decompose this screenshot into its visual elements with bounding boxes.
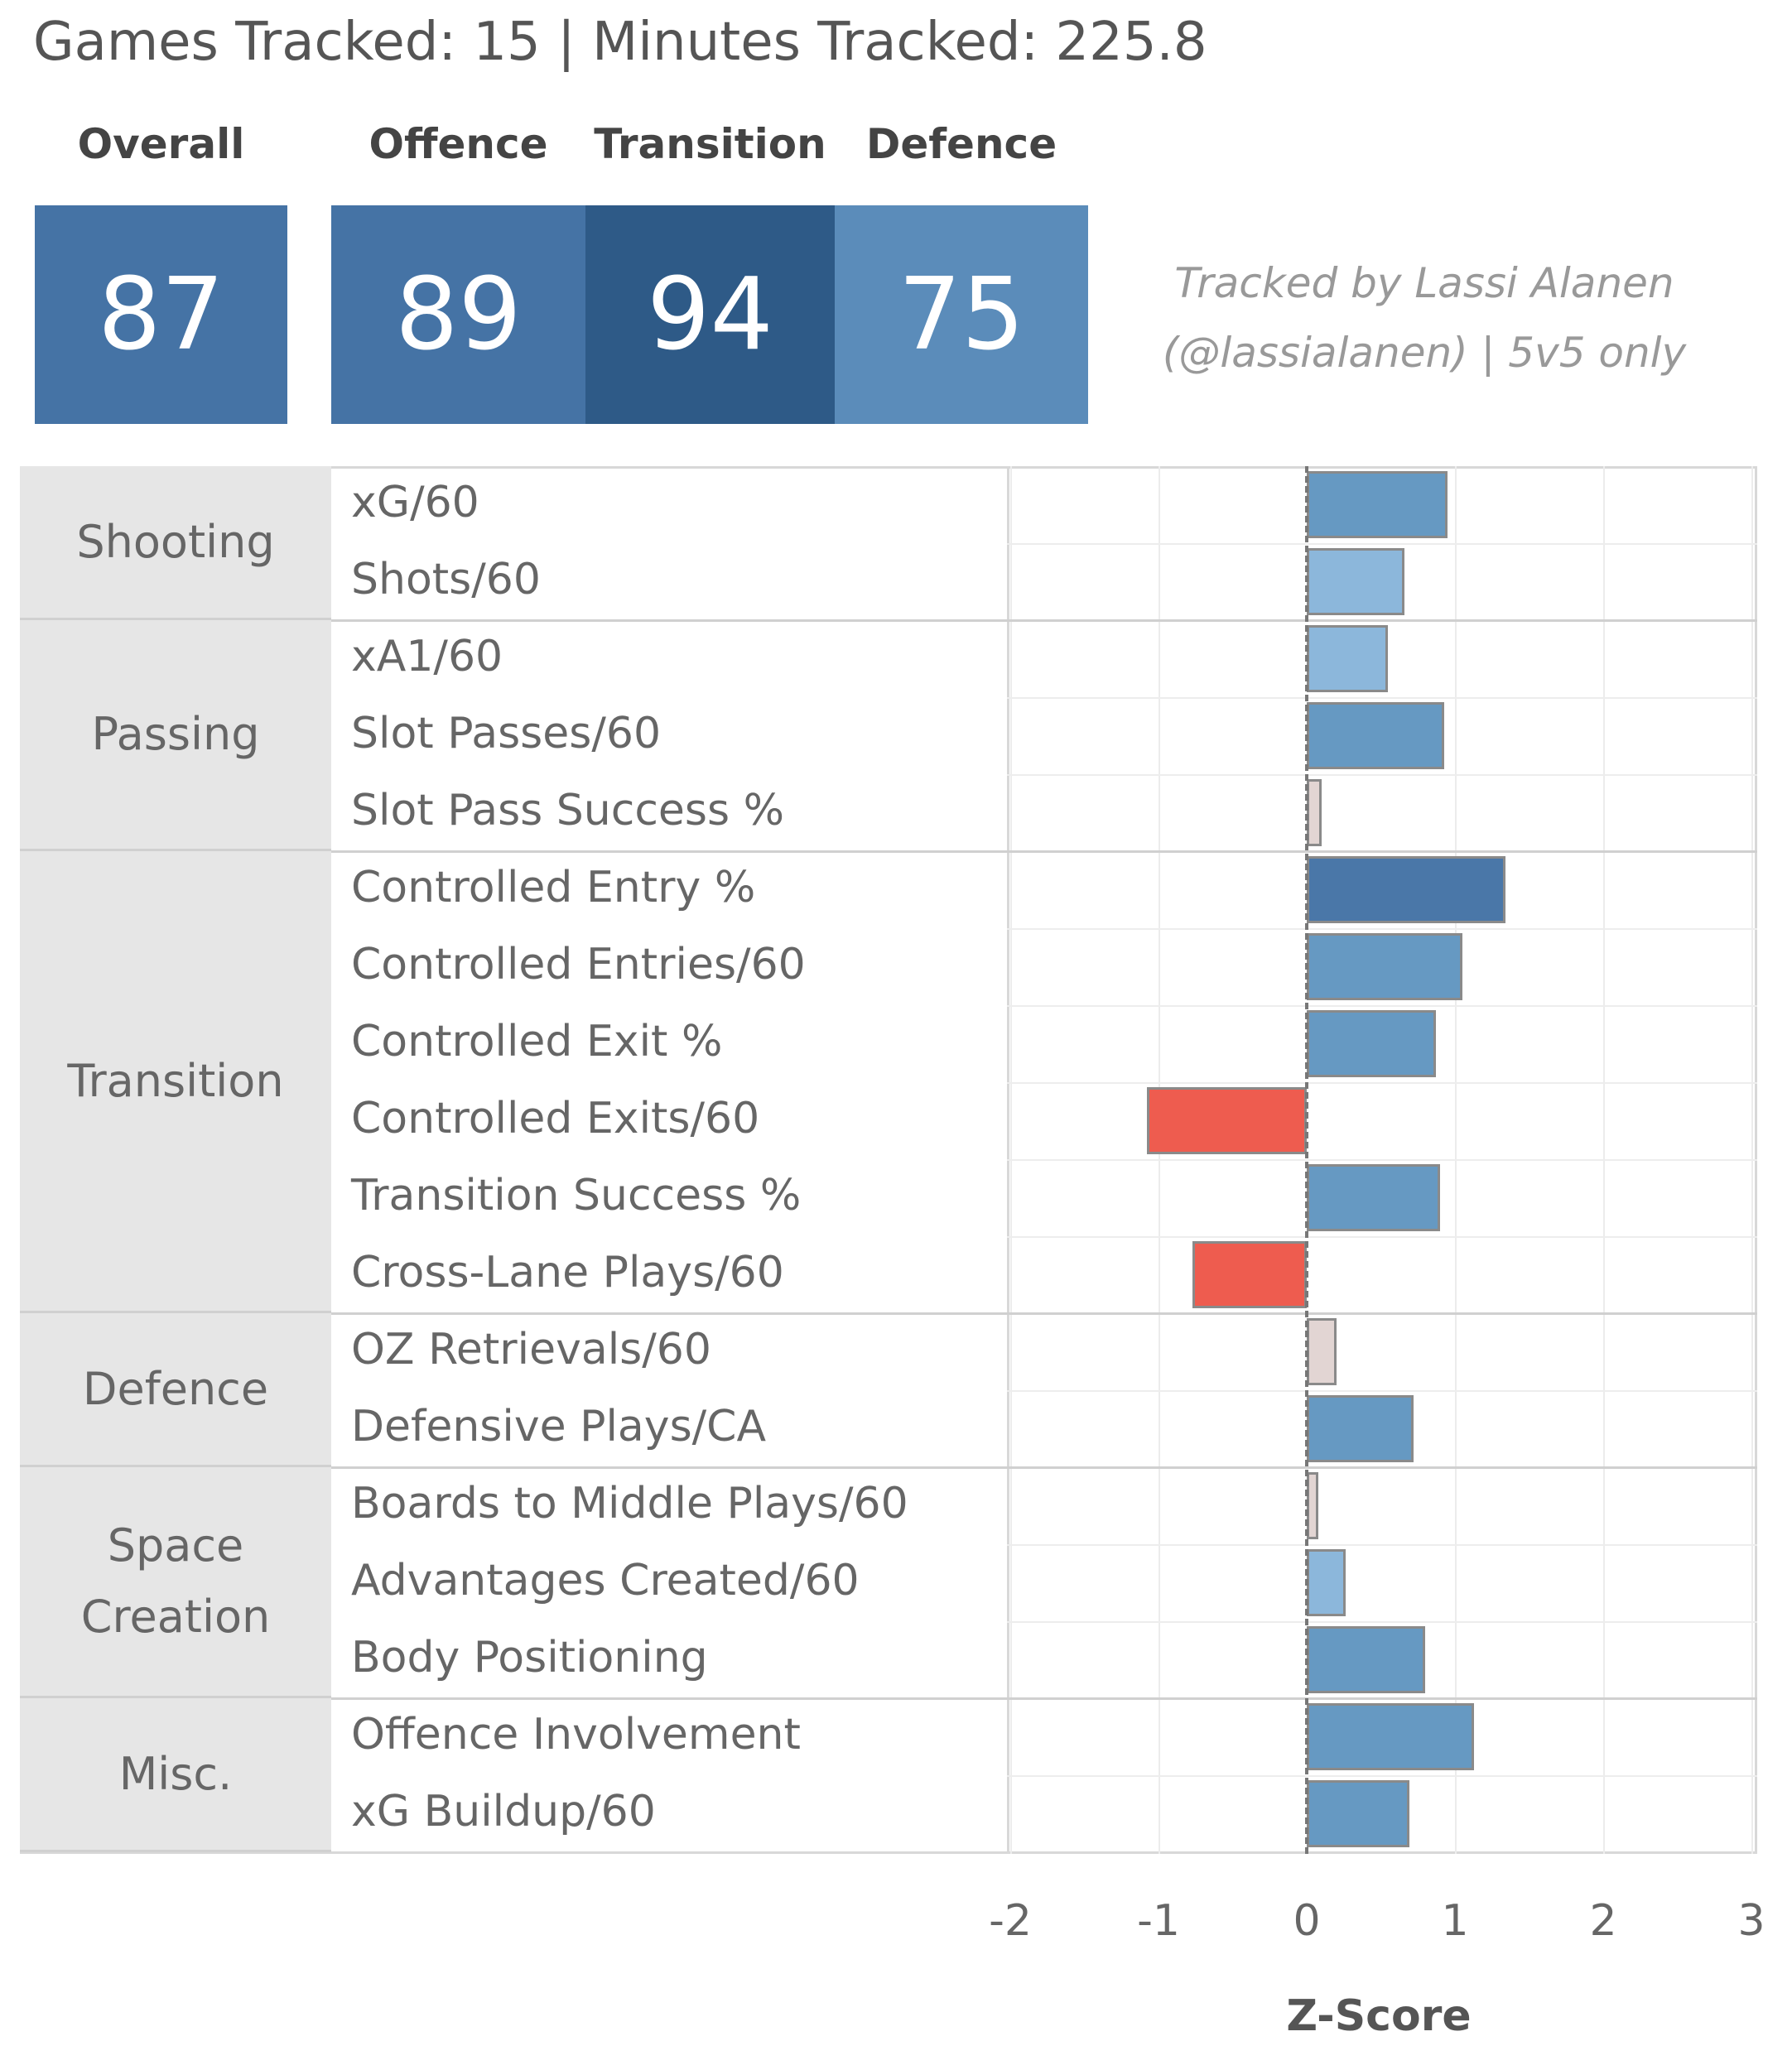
metric-label: Shots/60: [351, 555, 541, 604]
category-label: Misc.: [20, 1698, 331, 1852]
gridline-horizontal: [1007, 1236, 1757, 1238]
bar-offence-involvement: [1307, 1703, 1475, 1770]
group-divider: [20, 1697, 1757, 1700]
metric-label: Controlled Exit %: [351, 1017, 723, 1066]
metric-label: xA1/60: [351, 632, 503, 681]
gridline-horizontal: [1007, 543, 1757, 545]
gridline-horizontal: [1007, 1005, 1757, 1007]
rating-label-defence: Defence: [865, 120, 1057, 168]
metric-label: Boards to Middle Plays/60: [351, 1479, 908, 1528]
x-axis-label: Z-Score: [1286, 1991, 1472, 2041]
group-divider: [20, 850, 1757, 853]
bar-shots-60: [1307, 548, 1405, 615]
metric-label: Defensive Plays/CA: [351, 1402, 767, 1451]
bar-oz-retrievals-60: [1307, 1318, 1337, 1385]
rating-box-transition: 94: [585, 205, 835, 424]
rating-label-overall: Overall: [77, 120, 245, 168]
rating-box-defence: 75: [835, 205, 1088, 424]
rating-label-offence: Offence: [369, 120, 548, 168]
group-divider: [20, 1312, 1757, 1315]
x-tick-label: 1: [1441, 1896, 1469, 1946]
gridline-horizontal: [1007, 1159, 1757, 1161]
bar-xg-buildup-60: [1307, 1780, 1409, 1847]
metric-label: Body Positioning: [351, 1633, 708, 1682]
category-label: Shooting: [20, 466, 331, 620]
metric-label: xG/60: [351, 478, 479, 527]
x-tick-label: 2: [1589, 1896, 1617, 1946]
bar-controlled-exit-: [1307, 1010, 1436, 1077]
gridline-horizontal: [1007, 1544, 1757, 1546]
category-label: Defence: [20, 1313, 331, 1467]
x-tick-label: 3: [1737, 1896, 1766, 1946]
gridline-horizontal: [1007, 697, 1757, 699]
gridline-horizontal: [1007, 774, 1757, 776]
gridline-horizontal: [1007, 1082, 1757, 1084]
bar-body-positioning: [1307, 1626, 1426, 1693]
metric-label: Cross-Lane Plays/60: [351, 1248, 784, 1297]
metric-label: Advantages Created/60: [351, 1556, 860, 1605]
metric-label: Controlled Exits/60: [351, 1094, 760, 1143]
x-tick-label: 0: [1293, 1896, 1321, 1946]
bar-transition-success-: [1307, 1164, 1441, 1231]
bar-slot-passes-60: [1307, 702, 1445, 769]
metric-label: Slot Passes/60: [351, 709, 662, 758]
metric-label: Offence Involvement: [351, 1710, 801, 1760]
bar-controlled-entries-60: [1307, 933, 1462, 1000]
bar-controlled-entry-: [1307, 856, 1505, 923]
bar-xg-60: [1307, 471, 1448, 538]
category-label: Space Creation: [20, 1467, 331, 1698]
zero-line: [1305, 466, 1308, 1854]
metric-label: xG Buildup/60: [351, 1787, 656, 1837]
x-tick-label: -1: [1137, 1896, 1180, 1946]
group-divider: [20, 1466, 1757, 1469]
group-divider: [20, 619, 1757, 622]
bar-slot-pass-success-: [1307, 779, 1322, 846]
bar-boards-to-middle-plays-60: [1307, 1472, 1319, 1539]
category-label: Transition: [20, 851, 331, 1313]
bar-advantages-created-60: [1307, 1549, 1346, 1616]
tracker-credit-note: Tracked by Lassi Alanen (@lassialanen) |…: [1162, 259, 1687, 377]
metric-label: Transition Success %: [351, 1171, 802, 1220]
metric-label: OZ Retrievals/60: [351, 1325, 711, 1374]
gridline-horizontal: [1007, 1390, 1757, 1392]
gridline-horizontal: [1007, 1621, 1757, 1623]
category-label: Passing: [20, 620, 331, 851]
metric-label: Slot Pass Success %: [351, 786, 785, 835]
bar-controlled-exits-60: [1146, 1087, 1307, 1154]
bar-defensive-plays-ca: [1307, 1395, 1414, 1462]
x-tick-label: -2: [989, 1896, 1032, 1946]
bar-cross-lane-plays-60: [1192, 1241, 1307, 1308]
rating-box-overall: 87: [35, 205, 287, 424]
summary-title: Games Tracked: 15 | Minutes Tracked: 225…: [33, 12, 1207, 73]
bar-xa1-60: [1307, 625, 1389, 692]
gridline-horizontal: [1007, 928, 1757, 930]
rating-box-offence: 89: [331, 205, 585, 424]
rating-label-transition: Transition: [594, 120, 826, 168]
metric-label: Controlled Entry %: [351, 863, 756, 912]
gridline-horizontal: [1007, 1775, 1757, 1777]
metric-label: Controlled Entries/60: [351, 940, 806, 989]
